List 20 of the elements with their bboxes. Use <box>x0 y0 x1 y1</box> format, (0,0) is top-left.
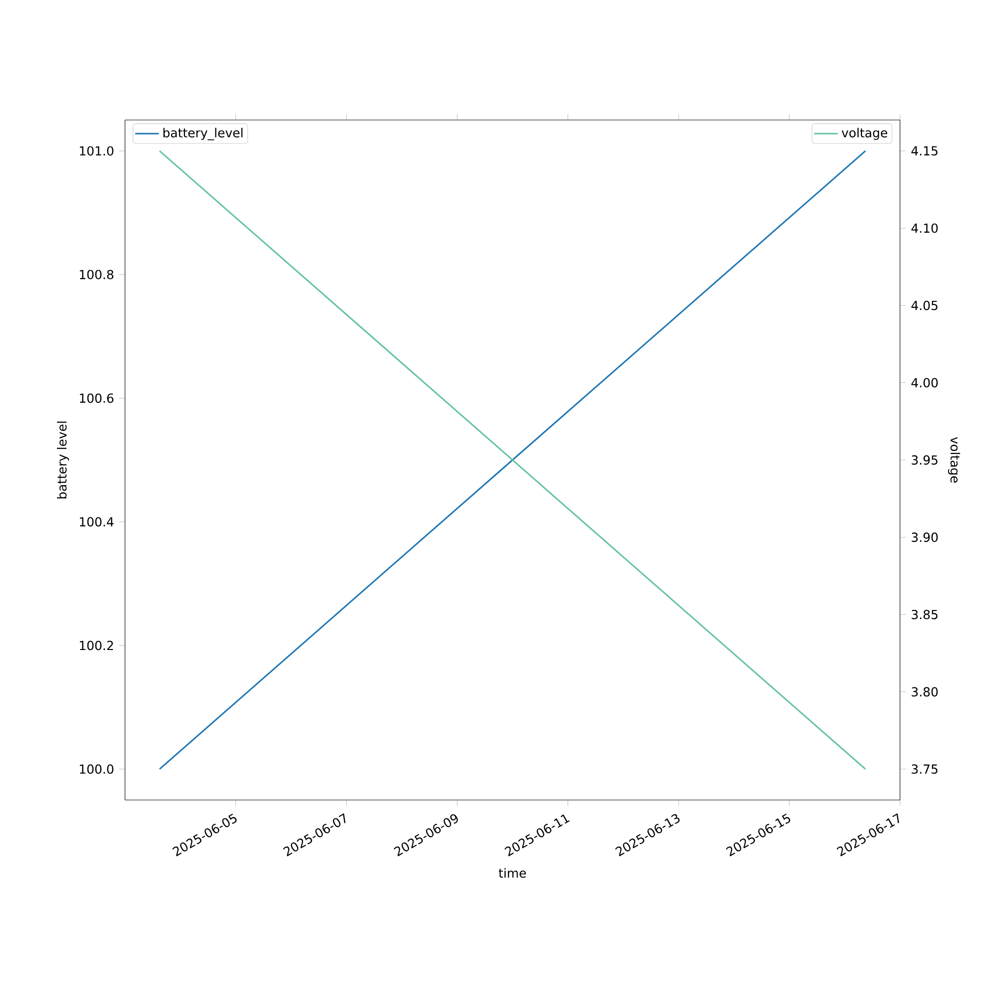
y-tick-label: 100.0 <box>80 764 114 774</box>
y2-tick-label: 4.10 <box>911 223 938 233</box>
y-tick-label: 100.4 <box>80 517 114 527</box>
y-tick-label: 101.0 <box>80 146 114 156</box>
y-tick-label: 100.8 <box>80 270 114 280</box>
y-tick-label: 100.2 <box>80 640 113 650</box>
x-axis-title: time <box>498 868 526 878</box>
y-axis-title: battery level <box>57 422 70 498</box>
y2-tick-label: 4.00 <box>911 378 938 388</box>
y2-axis-title: voltage <box>948 437 960 483</box>
y2-tick-label: 4.15 <box>911 146 938 156</box>
legend-label: voltage <box>842 128 888 140</box>
y2-tick-label: 3.90 <box>912 532 938 542</box>
y2-tick-label: 3.80 <box>912 687 938 697</box>
legend-label: battery_level <box>163 128 242 140</box>
y2-tick-label: 3.75 <box>912 764 938 774</box>
y2-tick-label: 3.85 <box>912 610 938 620</box>
y2-tick-label: 4.05 <box>911 300 938 310</box>
y2-tick-label: 3.95 <box>912 455 938 465</box>
y-tick-label: 100.6 <box>80 393 114 403</box>
